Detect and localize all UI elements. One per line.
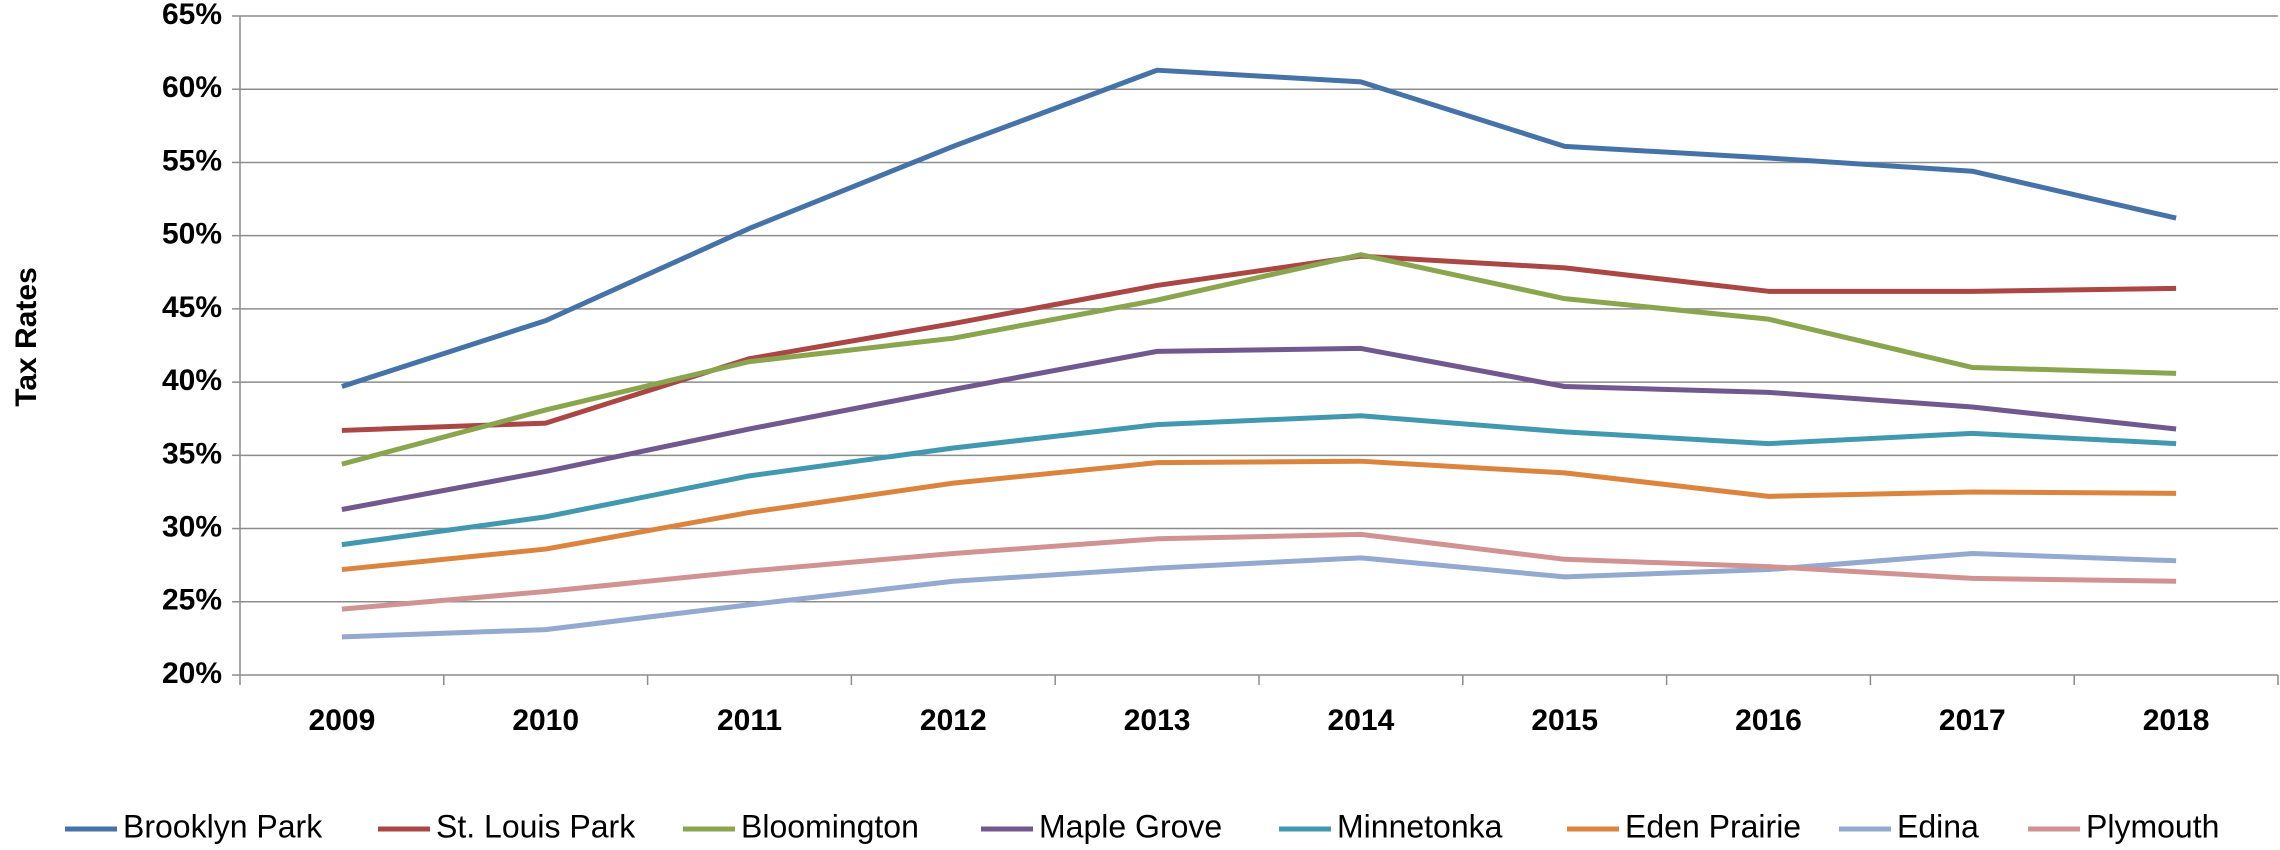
x-tick-label: 2012 xyxy=(920,704,987,737)
y-tick-label: 50% xyxy=(162,218,222,251)
x-tick-label: 2009 xyxy=(309,704,376,737)
x-tick-label: 2018 xyxy=(2143,704,2210,737)
y-tick-label: 40% xyxy=(162,364,222,397)
series-line xyxy=(341,531,2177,612)
y-tick-label: 20% xyxy=(162,657,222,690)
legend-label: Eden Prairie xyxy=(1625,808,1801,844)
y-tick-label: 30% xyxy=(162,510,222,543)
x-tick-label: 2015 xyxy=(1531,704,1598,737)
y-tick-label: 35% xyxy=(162,437,222,470)
series-line xyxy=(341,345,2177,512)
y-tick-label: 45% xyxy=(162,291,222,324)
legend-label: Bloomington xyxy=(741,808,919,844)
series-line xyxy=(341,253,2177,433)
y-tick-label: 55% xyxy=(162,144,222,177)
series-line xyxy=(341,550,2177,640)
legend-label: Plymouth xyxy=(2086,808,2219,844)
series-line xyxy=(341,458,2177,573)
x-tick-label: 2011 xyxy=(717,704,782,737)
x-tick-label: 2014 xyxy=(1328,704,1395,737)
legend-label: St. Louis Park xyxy=(436,808,636,844)
series-line xyxy=(341,67,2177,389)
series-line xyxy=(341,252,2177,467)
x-tick-label: 2010 xyxy=(512,704,579,737)
y-axis-label: Tax Rates xyxy=(10,267,43,407)
legend-label: Maple Grove xyxy=(1039,808,1222,844)
legend-label: Brooklyn Park xyxy=(123,808,323,844)
series-line xyxy=(341,413,2177,548)
legend-label: Minnetonka xyxy=(1337,808,1503,844)
y-tick-label: 60% xyxy=(162,71,222,104)
x-tick-label: 2016 xyxy=(1735,704,1802,737)
x-tick-label: 2013 xyxy=(1124,704,1191,737)
y-tick-label: 25% xyxy=(162,584,222,617)
y-tick-label: 65% xyxy=(162,0,222,31)
legend-label: Edina xyxy=(1897,808,1979,844)
x-tick-label: 2017 xyxy=(1939,704,2006,737)
